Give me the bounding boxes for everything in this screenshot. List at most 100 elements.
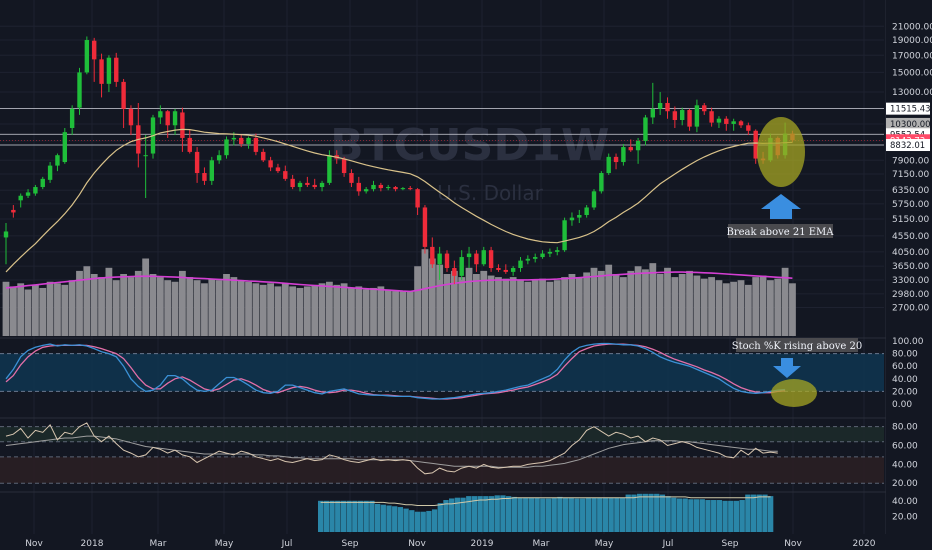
histogram-bar	[443, 500, 449, 532]
volume-bar	[68, 280, 76, 336]
volume-bar	[649, 263, 657, 336]
volume-bar	[524, 281, 532, 336]
volume-bar	[443, 274, 451, 336]
annotation-text-stoch: Stoch %K rising above 20	[732, 341, 862, 352]
candle-body	[628, 147, 633, 151]
histogram-bar	[329, 500, 335, 532]
volume-bar	[164, 280, 172, 336]
rsi-pane	[0, 422, 884, 484]
volume-bar	[678, 274, 686, 336]
volume-bar	[9, 286, 17, 336]
candle-body	[121, 81, 126, 109]
candle-body	[415, 189, 420, 208]
candle-body	[3, 231, 9, 238]
volume-bar	[112, 280, 120, 336]
candle-body	[55, 155, 60, 166]
candle-body	[591, 191, 597, 208]
histogram-bar	[420, 511, 426, 532]
candle-body	[731, 121, 736, 124]
histogram-bar	[454, 497, 461, 532]
volume-bar	[539, 278, 546, 336]
histogram-bar	[534, 497, 540, 532]
candle-body	[319, 182, 325, 188]
time-tick-label: 2020	[853, 539, 876, 549]
candle-body	[84, 40, 90, 73]
candle-body	[496, 268, 501, 270]
candle-body	[268, 160, 273, 168]
stoch-tick-label: 60.00	[892, 362, 918, 372]
candle-body	[92, 40, 97, 60]
volume-bar	[517, 280, 524, 336]
histogram-bar	[540, 498, 546, 532]
histogram-bar	[363, 500, 369, 532]
volume-bar	[693, 275, 701, 336]
ema-21-line	[5, 128, 793, 273]
volume-bar	[142, 258, 150, 336]
watermark-currency: U.S. Dollar	[437, 181, 543, 205]
histogram-bar	[614, 497, 620, 532]
histogram-bar	[711, 500, 717, 532]
histogram-bar	[414, 511, 421, 532]
time-tick-label: May	[215, 539, 234, 549]
histogram-bar	[494, 495, 500, 532]
candle-body	[533, 257, 538, 259]
time-tick-label: Mar	[150, 539, 167, 549]
price-tick-label: 19000.00	[892, 36, 932, 46]
volume-bar	[399, 291, 407, 336]
candle-body	[606, 156, 611, 174]
histogram-bar	[397, 507, 404, 532]
histogram-bar	[437, 503, 443, 532]
candle-body	[702, 105, 707, 112]
candle-body	[180, 112, 185, 138]
annotation-box-stoch	[736, 338, 858, 352]
watermark-symbol: BTCUSD	[330, 120, 530, 171]
volume-bar	[480, 270, 488, 336]
candle-body	[239, 137, 244, 144]
candle-body	[216, 155, 222, 161]
time-axis[interactable]: Nov 2018 Mar May Jul Sep Nov 2019 Mar May Jul Sep No…	[0, 535, 932, 550]
stoch-tick-label: 40.00	[892, 375, 918, 385]
candle-body	[327, 155, 332, 183]
price-tick-label: 5150.00	[892, 215, 929, 225]
volume-bar	[333, 284, 341, 336]
price-tick-label: 21000.00	[892, 22, 932, 32]
volume-bar	[774, 278, 782, 336]
candle-body	[547, 251, 553, 254]
histogram-bar	[483, 496, 489, 532]
candle-body	[672, 111, 678, 121]
rsi-tick-label: 80.00	[892, 423, 918, 433]
ema-21-path	[5, 128, 793, 273]
histogram-bar	[562, 497, 569, 532]
volume-bar	[450, 270, 458, 336]
volume-bar	[326, 281, 333, 336]
histogram-bar	[323, 500, 329, 532]
histogram-bar	[318, 500, 324, 532]
rsi-tick-label: 20.00	[892, 479, 918, 489]
volume-bar	[392, 291, 399, 336]
price-axis[interactable]: 21000.00 19000.00 17000.00 15000.00 13000.00…	[886, 0, 932, 550]
down-arrow-icon	[773, 358, 801, 378]
candle-body	[69, 108, 75, 128]
histogram-bar	[523, 497, 529, 532]
volume-bar	[149, 274, 157, 336]
histogram-bar	[665, 496, 671, 532]
volume-bar	[105, 267, 113, 336]
volume-bar	[752, 277, 760, 336]
volume-bar	[355, 286, 363, 336]
volume-bar	[179, 270, 186, 336]
price-tick-label: 6350.00	[892, 186, 929, 196]
volume-bar	[156, 277, 164, 336]
candle-body	[253, 137, 259, 152]
histogram-bar	[346, 500, 352, 532]
price-tick-label: 3650.00	[892, 262, 929, 272]
candle-body	[393, 187, 398, 190]
histogram-bar	[739, 500, 745, 532]
candle-body	[224, 139, 229, 156]
time-tick-label: Sep	[342, 539, 359, 549]
candle-body	[11, 209, 16, 213]
watermark-interval: 1W	[530, 120, 609, 171]
histogram-bar	[511, 496, 517, 532]
volume-bar	[575, 277, 583, 336]
candle-body	[635, 140, 641, 151]
